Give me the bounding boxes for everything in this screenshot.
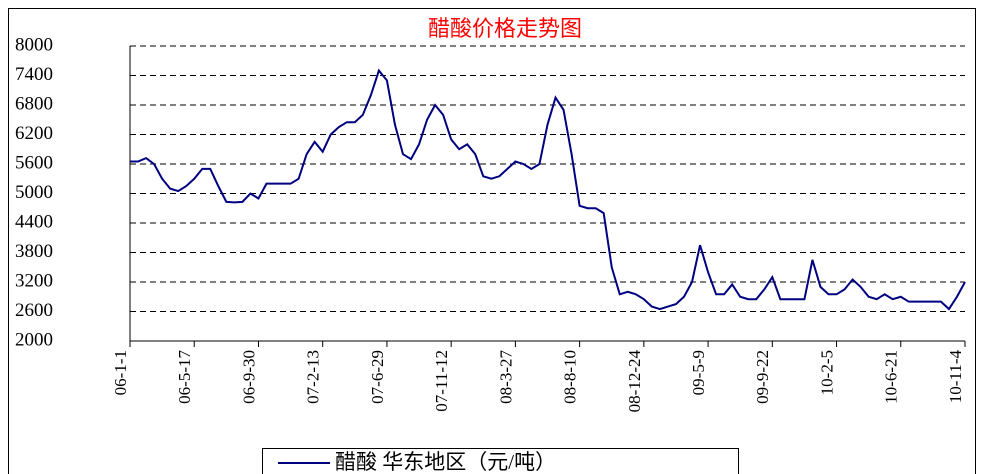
y-tick-label: 3200 [15, 270, 53, 291]
y-tick-label: 5600 [15, 152, 53, 173]
x-tick-label: 10-2-5 [817, 350, 836, 395]
y-tick-label: 6800 [15, 93, 53, 114]
chart-title: 醋酸价格走势图 [428, 16, 582, 41]
x-tick-label: 07-2-13 [304, 350, 323, 404]
y-tick-label: 4400 [15, 211, 53, 232]
x-tick-label: 07-6-29 [368, 350, 387, 404]
y-tick-label: 8000 [15, 34, 53, 55]
y-tick-label: 2000 [15, 329, 53, 350]
series-line [130, 68, 966, 311]
y-tick-label: 2600 [15, 300, 53, 321]
y-tick-label: 6200 [15, 123, 53, 144]
x-tick-label: 10-11-4 [946, 350, 965, 404]
x-tick-label: 06-9-30 [239, 350, 258, 404]
frame [8, 8, 976, 474]
x-tick-label: 09-9-22 [753, 350, 772, 404]
legend [262, 448, 739, 474]
legend-label: 醋酸 华东地区（元/吨） [335, 450, 556, 474]
x-tick-label: 08-3-27 [496, 350, 515, 404]
y-tick-label: 3800 [15, 241, 53, 262]
x-tick-label: 06-5-17 [175, 350, 194, 404]
x-tick-label: 07-11-12 [432, 350, 451, 412]
x-tick-label: 10-6-21 [882, 350, 901, 404]
x-tick-label: 08-8-10 [561, 350, 580, 404]
x-tick-label: 06-1-1 [111, 350, 130, 395]
y-tick-label: 7400 [15, 64, 53, 85]
y-tick-label: 5000 [15, 182, 53, 203]
x-tick-label: 08-12-24 [625, 350, 644, 413]
x-tick-label: 09-5-9 [689, 350, 708, 395]
